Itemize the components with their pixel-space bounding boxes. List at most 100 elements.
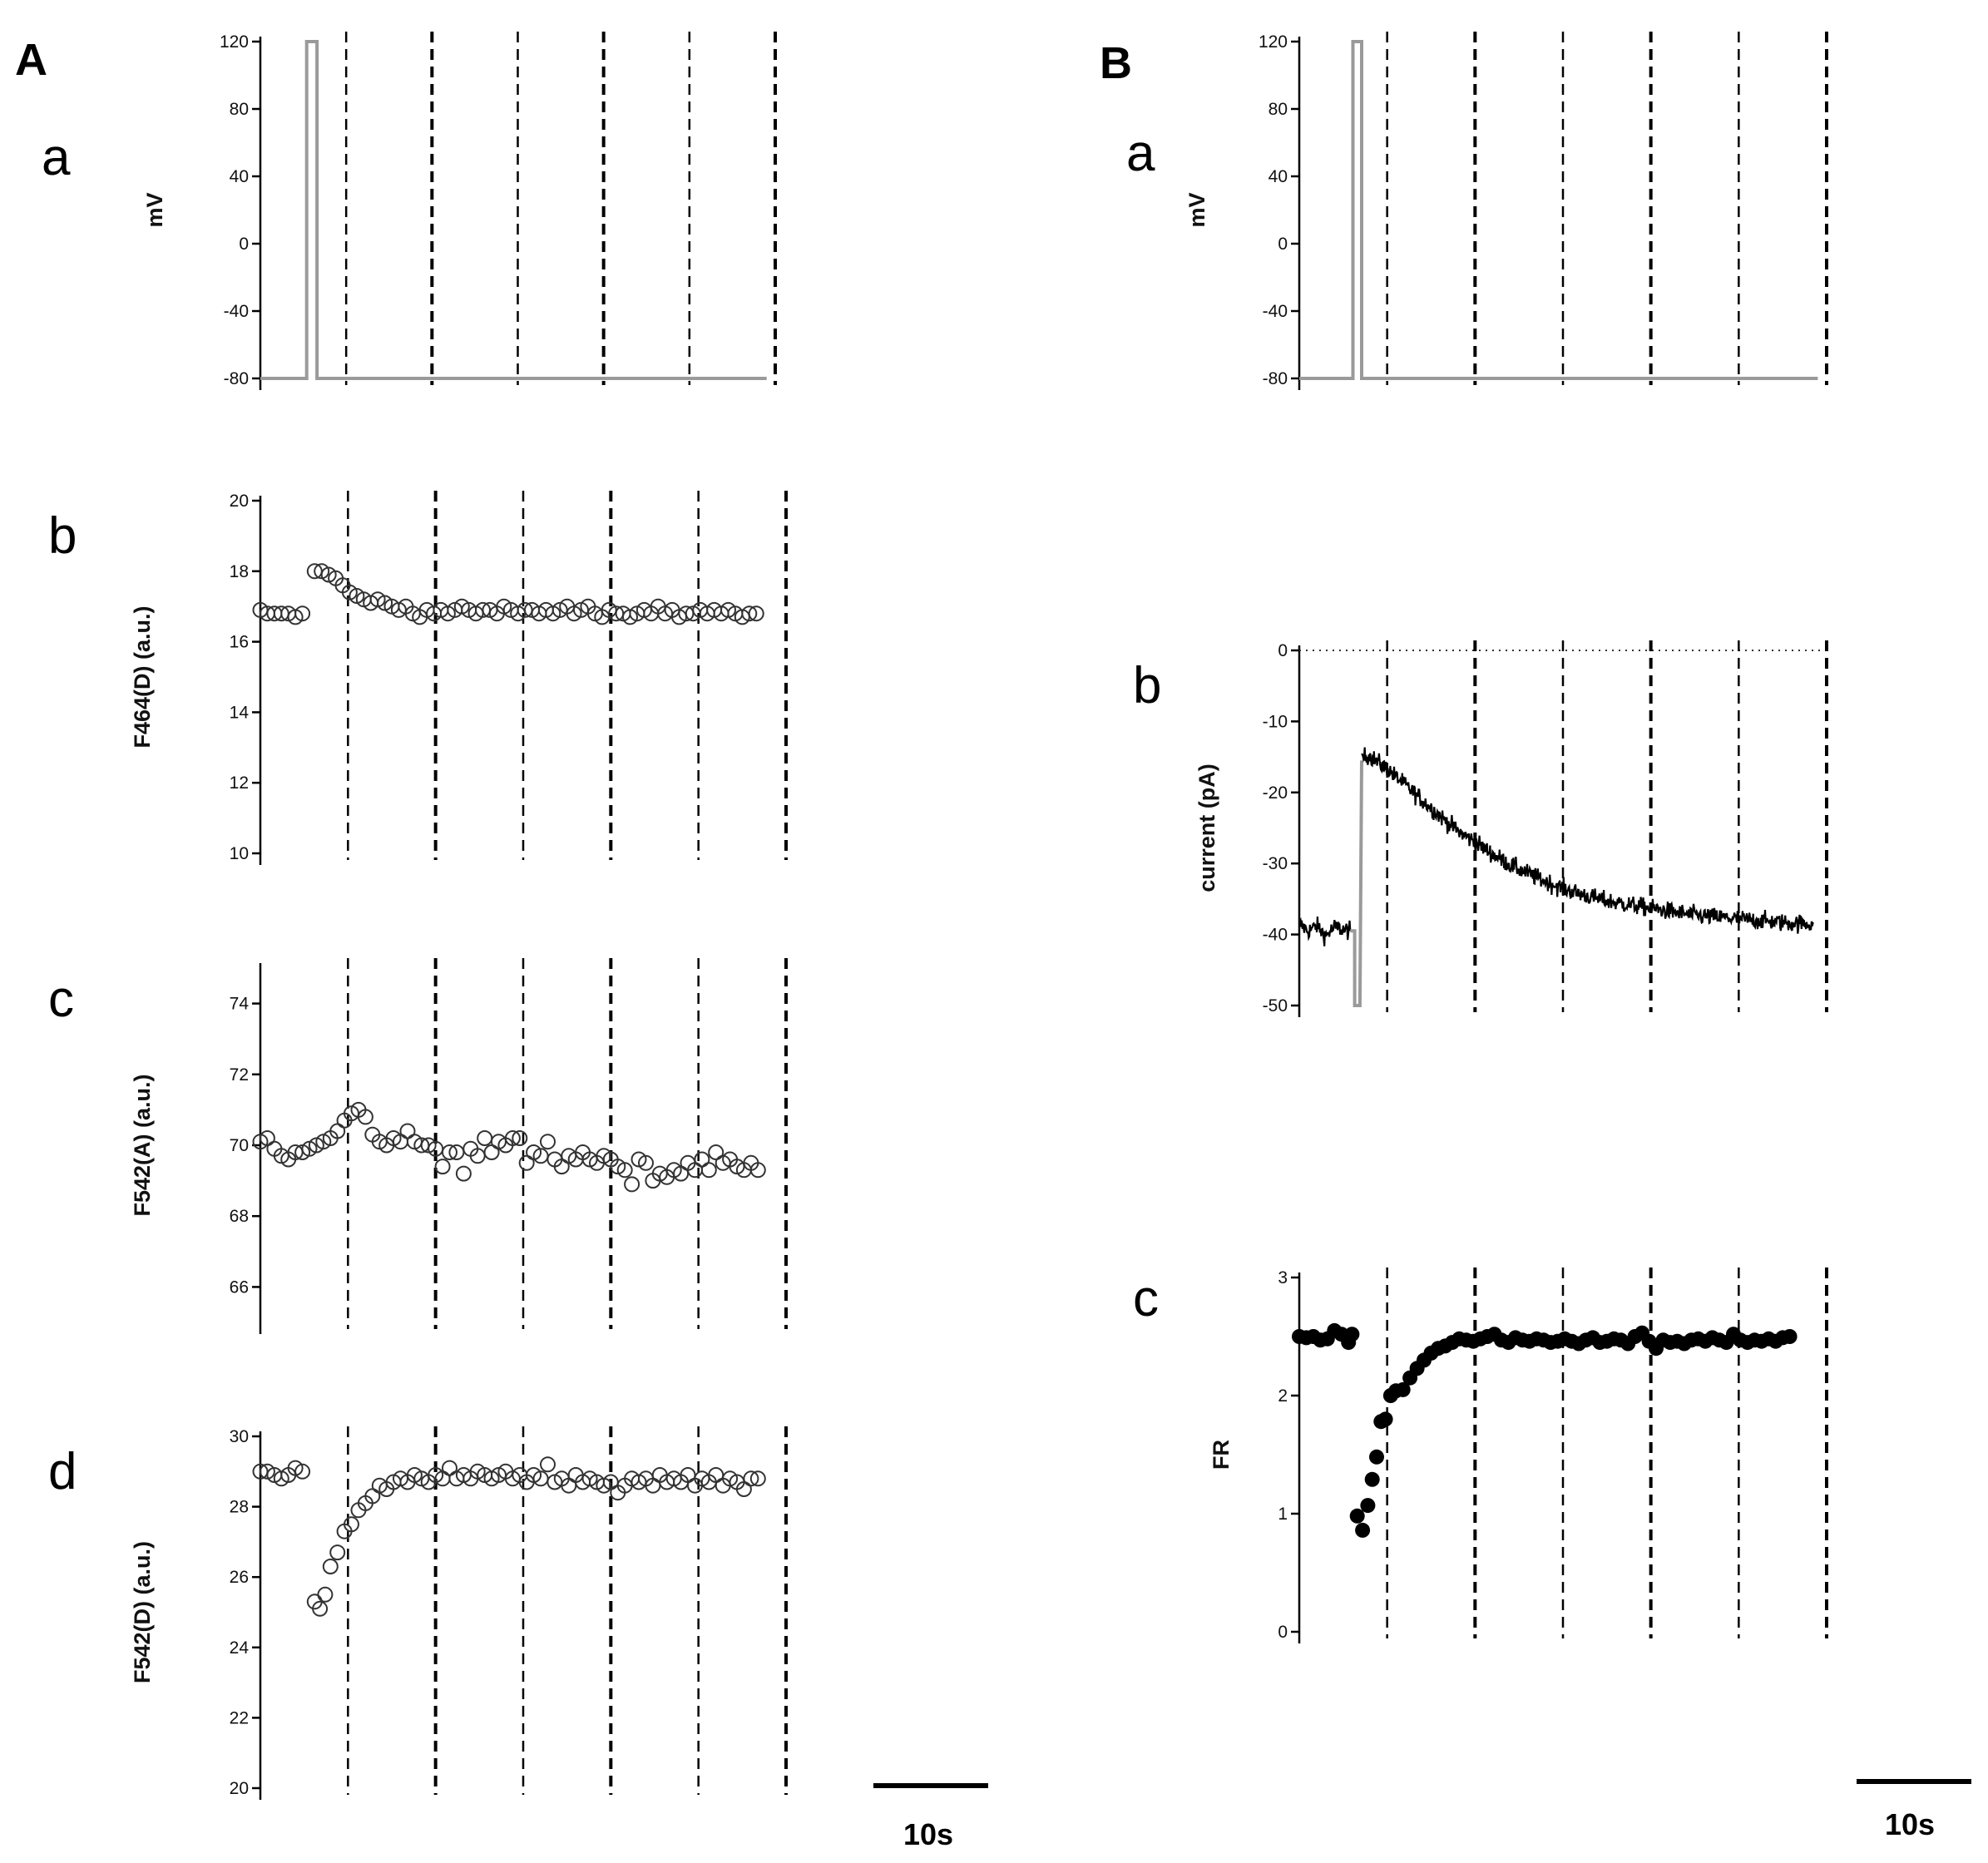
- panel-letter-Bb: b: [1133, 657, 1161, 714]
- chart-Ad: d 30 28 26 24 22 20 F542(D) (a.u.): [48, 1426, 788, 1800]
- point-Ab-8: [314, 563, 330, 580]
- y-tick-label-Ab-0: 20: [230, 492, 249, 511]
- chart-Aa: a 120 80 40 0 -40 -80 mV: [42, 32, 777, 390]
- y-tick-label-Ad-5: 20: [230, 1779, 249, 1798]
- y-tick-label-Bc-0: 3: [1278, 1268, 1288, 1287]
- point-Ad-41: [540, 1456, 556, 1473]
- point-Ad-31: [469, 1463, 486, 1480]
- y-tick-label-Ad-2: 26: [230, 1568, 249, 1587]
- point-Ac-27: [442, 1144, 457, 1160]
- y-tick-label-Bc-1: 2: [1278, 1386, 1288, 1406]
- series-Bc-0: [1292, 1322, 1798, 1538]
- y-axis-title-Aa: mV: [142, 192, 167, 227]
- y-tick-label-Bb-0: 0: [1278, 641, 1288, 660]
- y-tick-label-Ad-3: 24: [230, 1638, 250, 1658]
- point-Bc-8: [1344, 1327, 1360, 1342]
- point-Bc-12: [1364, 1471, 1380, 1487]
- point-Ad-5: [287, 1460, 304, 1476]
- chart-Ac: c 74 72 70 68 66 F542(A) (a.u.): [48, 958, 788, 1334]
- y-tick-label-Ab-5: 10: [230, 844, 249, 863]
- series-Bb-0: [1298, 916, 1352, 946]
- point-Ad-70: [743, 1470, 759, 1487]
- point-Ac-53: [624, 1176, 640, 1193]
- y-axis-title-Ab: F464(D) (a.u.): [130, 605, 155, 748]
- point-Ad-10: [322, 1559, 339, 1574]
- point-Ad-1: [259, 1463, 275, 1480]
- point-Bc-11: [1360, 1498, 1376, 1514]
- scale-bar-A: 10s: [873, 1783, 988, 1851]
- chart-Ab: b 20 18 16 14 12 10 F464(D) (a.u.): [48, 491, 788, 865]
- point-Ab-5: [287, 609, 304, 625]
- point-Bc-18: [1395, 1381, 1411, 1397]
- y-tick-label-Aa-3: 0: [239, 235, 249, 254]
- point-Ad-6: [294, 1463, 311, 1480]
- point-Bc-10: [1355, 1522, 1371, 1538]
- y-tick-label-Aa-4: -40: [224, 302, 249, 321]
- point-Ac-15: [357, 1109, 373, 1125]
- y-tick-label-Ad-4: 22: [230, 1708, 249, 1727]
- point-Ac-29: [455, 1165, 472, 1182]
- series-Ab-0: [252, 563, 764, 625]
- point-Bc-15: [1377, 1411, 1393, 1427]
- y-tick-label-Aa-1: 80: [230, 100, 249, 119]
- y-tick-label-Ba-4: -40: [1263, 302, 1288, 321]
- panel-letter-Ac: c: [48, 971, 74, 1028]
- y-tick-label-Ad-0: 30: [230, 1427, 249, 1446]
- panel-letter-Bc: c: [1133, 1270, 1159, 1327]
- y-tick-label-Aa-0: 120: [220, 32, 249, 52]
- y-tick-label-Bb-5: -50: [1263, 996, 1288, 1016]
- point-Ac-65: [708, 1144, 724, 1160]
- y-tick-label-Ab-4: 12: [230, 773, 249, 793]
- series-Ba-0: [1299, 40, 1818, 380]
- point-Ac-41: [540, 1134, 556, 1150]
- y-tick-label-Bb-1: -10: [1263, 712, 1288, 731]
- point-Ab-69: [741, 605, 758, 622]
- y-tick-label-Ba-3: 0: [1278, 235, 1288, 254]
- y-tick-label-Ac-4: 66: [230, 1277, 249, 1297]
- chart-Bb: b 0 -10 -20 -30 -40 -50 current (pA): [1133, 640, 1828, 1017]
- y-tick-label-Ab-3: 14: [230, 703, 250, 722]
- chart-Ba: a 120 80 40 0 -40 -80 mV: [1126, 32, 1828, 390]
- series-Bb-1: [1350, 760, 1363, 1007]
- series-Bb-2: [1361, 747, 1814, 934]
- y-axis-title-Ac: F542(A) (a.u.): [130, 1074, 155, 1216]
- point-Ac-37: [512, 1130, 528, 1146]
- chart-Bc: c 3 2 1 0 FR: [1133, 1268, 1828, 1643]
- y-tick-label-Bc-3: 0: [1278, 1623, 1288, 1642]
- scale-bar-B: 10s: [1857, 1779, 1971, 1841]
- y-axis-title-Bc: FR: [1209, 1440, 1234, 1470]
- point-Ab-70: [748, 605, 764, 622]
- point-Ac-43: [553, 1159, 570, 1175]
- scale-bar-label-A: 10s: [903, 1817, 953, 1851]
- y-tick-label-Ba-5: -80: [1263, 369, 1288, 388]
- point-Ac-26: [434, 1159, 451, 1175]
- y-tick-label-Ab-2: 16: [230, 633, 249, 652]
- y-tick-label-Ba-1: 80: [1268, 100, 1288, 119]
- y-tick-label-Ac-3: 68: [230, 1207, 249, 1226]
- panel-label-A: A: [15, 35, 47, 85]
- point-Ab-6: [294, 605, 311, 622]
- point-Ac-52: [616, 1162, 633, 1179]
- point-Ad-9: [317, 1586, 334, 1603]
- point-Bc-73: [1782, 1329, 1798, 1344]
- y-tick-label-Bb-3: -30: [1263, 854, 1288, 873]
- point-Ad-11: [329, 1544, 346, 1561]
- y-tick-label-Bc-2: 1: [1278, 1505, 1288, 1524]
- panel-letter-Ad: d: [48, 1443, 77, 1500]
- point-Ad-13: [344, 1516, 359, 1533]
- point-Ac-1: [259, 1130, 275, 1146]
- point-Ad-71: [749, 1470, 766, 1487]
- y-tick-label-Bb-2: -20: [1263, 783, 1288, 803]
- scale-bar-label-B: 10s: [1885, 1807, 1935, 1841]
- point-Bc-13: [1369, 1449, 1384, 1465]
- panel-label-B: B: [1100, 38, 1132, 88]
- y-tick-label-Ac-0: 74: [230, 995, 250, 1014]
- y-tick-label-Ac-1: 72: [230, 1065, 249, 1085]
- y-tick-label-Aa-2: 40: [230, 167, 249, 186]
- point-Ab-34: [496, 598, 512, 615]
- panel-letter-Aa: a: [42, 129, 71, 186]
- point-Bc-9: [1349, 1508, 1365, 1524]
- y-axis-title-Bb: current (pA): [1194, 763, 1219, 892]
- y-tick-label-Aa-5: -80: [224, 369, 249, 388]
